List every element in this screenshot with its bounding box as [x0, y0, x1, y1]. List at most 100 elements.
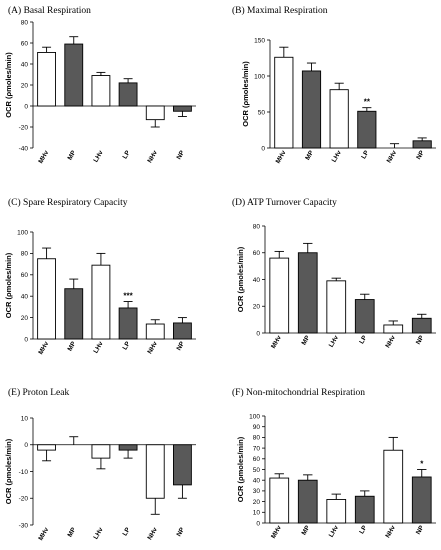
y-tick-label: 20	[253, 499, 261, 506]
bar-LP	[118, 82, 138, 107]
x-tick-label-MHv: MHv	[270, 334, 283, 350]
x-tick-label-NHv: NHv	[384, 334, 397, 349]
x-tick-label-NP: NP	[415, 524, 426, 536]
x-tick-label-NP: NP	[176, 340, 187, 352]
y-tick-label: 0	[256, 330, 260, 337]
bar-LHv	[326, 280, 347, 334]
y-tick-label: 70	[253, 445, 261, 452]
y-tick-label: 100	[254, 73, 265, 80]
x-tick-label-NP: NP	[415, 149, 426, 161]
x-tick-label-MHv: MHv	[37, 149, 50, 165]
bar-LHv	[326, 499, 347, 524]
bar-NP	[411, 317, 432, 334]
x-tick-label-MHv: MHv	[37, 526, 50, 542]
y-axis-label: OCR (ρmoles/min)	[4, 52, 13, 118]
bar-NHv	[383, 324, 404, 334]
x-tick-label-LHv: LHv	[92, 340, 104, 354]
x-tick-label-MP: MP	[67, 526, 78, 539]
y-tick-label: 20	[21, 82, 29, 89]
bar-NP	[411, 476, 432, 524]
x-tick-label-LP: LP	[122, 149, 133, 160]
bar-LP	[354, 495, 375, 524]
y-tick-label: 100	[17, 229, 28, 236]
bar-LP	[354, 299, 375, 334]
bar-NHv	[145, 323, 165, 340]
y-tick-label: 90	[253, 424, 261, 431]
y-axis-label: OCR (ρmoles/min)	[4, 252, 13, 318]
y-axis-label: OCR (ρmoles/min)	[236, 246, 245, 312]
x-tick-label-MHv: MHv	[275, 149, 288, 165]
bar-MP	[297, 479, 318, 524]
y-axis-label: OCR (ρmoles/min)	[241, 61, 250, 127]
y-tick-label: 20	[21, 315, 29, 322]
panel-title: (D) ATP Turnover Capacity	[232, 197, 337, 208]
x-tick-label-MP: MP	[301, 334, 312, 347]
x-tick-label-LP: LP	[122, 526, 133, 537]
y-tick-label: -20	[19, 496, 29, 503]
y-tick-label: 40	[253, 478, 261, 485]
x-tick-label-LHv: LHv	[328, 334, 340, 348]
y-tick-label: 30	[253, 488, 261, 495]
x-tick-label-NP: NP	[176, 149, 187, 161]
y-tick-label: 50	[258, 109, 266, 116]
x-tick-label-LHv: LHv	[331, 149, 343, 163]
x-tick-label-NHv: NHv	[384, 524, 397, 539]
bar-MP	[297, 252, 318, 334]
x-tick-label-MP: MP	[301, 524, 312, 537]
y-tick-label: 80	[253, 223, 261, 230]
bar-MHv	[269, 257, 290, 334]
x-tick-label-NHv: NHv	[146, 526, 159, 541]
significance-marker: **	[364, 98, 371, 107]
y-tick-label: 0	[24, 103, 28, 110]
y-tick-label: 80	[21, 19, 29, 26]
bar-LHv	[329, 89, 349, 149]
y-tick-label: -30	[19, 522, 29, 529]
panel-f: (F) Non-mitochondrial Respiration 0 10 20 30…	[232, 387, 436, 540]
panel-b: (B) Maximal Respiration 0 50 100 150 OCR (ρmo…	[232, 5, 436, 165]
bar-MHv	[37, 444, 56, 451]
y-tick-label: 40	[21, 61, 29, 68]
x-tick-label-LHv: LHv	[328, 524, 340, 538]
x-tick-label-LP: LP	[360, 149, 371, 160]
y-tick-label: 10	[21, 415, 29, 422]
x-tick-label-LP: LP	[122, 340, 133, 351]
x-tick-label-MP: MP	[67, 340, 78, 353]
panel-title: (A) Basal Respiration	[8, 5, 91, 16]
bar-NHv	[383, 449, 404, 524]
bar-NP	[412, 140, 432, 149]
panel-title: (B) Maximal Respiration	[232, 5, 328, 16]
y-tick-label: 150	[254, 37, 265, 44]
y-tick-label: 60	[21, 272, 29, 279]
y-tick-label: 0	[261, 145, 265, 152]
panel-title: (E) Proton Leak	[8, 387, 69, 398]
bar-LHv	[91, 75, 111, 107]
y-axis-label: OCR (ρmoles/min)	[236, 436, 245, 502]
bar-MHv	[37, 258, 56, 340]
y-tick-label: 10	[253, 510, 261, 517]
bar-LP	[118, 307, 138, 340]
significance-marker: ***	[123, 292, 133, 301]
bar-LP	[118, 444, 138, 451]
x-tick-label-LP: LP	[358, 334, 369, 345]
panel-e: (E) Proton Leak -30 -20 -10 0 10 OCR (ρmoles/m…	[4, 387, 196, 542]
x-tick-label-MP: MP	[67, 149, 78, 162]
x-tick-label-MHv: MHv	[270, 524, 283, 540]
y-tick-label: 60	[253, 250, 261, 257]
panel-title: (C) Spare Respiratory Capacity	[8, 197, 128, 208]
bar-NHv	[145, 105, 165, 121]
y-tick-label: 40	[253, 277, 261, 284]
bar-LHv	[91, 264, 111, 340]
bar-NP	[173, 105, 192, 112]
bar-MHv	[37, 52, 56, 107]
panel-a: (A) Basal Respiration -40 -20 0 20 40 60 80 OCR …	[4, 5, 196, 165]
x-tick-label-NP: NP	[176, 526, 187, 538]
y-tick-label: 0	[256, 520, 260, 527]
panel-d: (D) ATP Turnover Capacity 0 20 40 60 80 OCR (ρ…	[232, 197, 436, 350]
bar-MP	[301, 70, 322, 149]
y-tick-label: 80	[253, 435, 261, 442]
bar-MP	[64, 288, 84, 340]
y-tick-label: -40	[19, 145, 29, 152]
bar-LHv	[91, 444, 111, 459]
y-tick-label: 80	[21, 251, 29, 258]
bar-MHv	[274, 56, 294, 149]
